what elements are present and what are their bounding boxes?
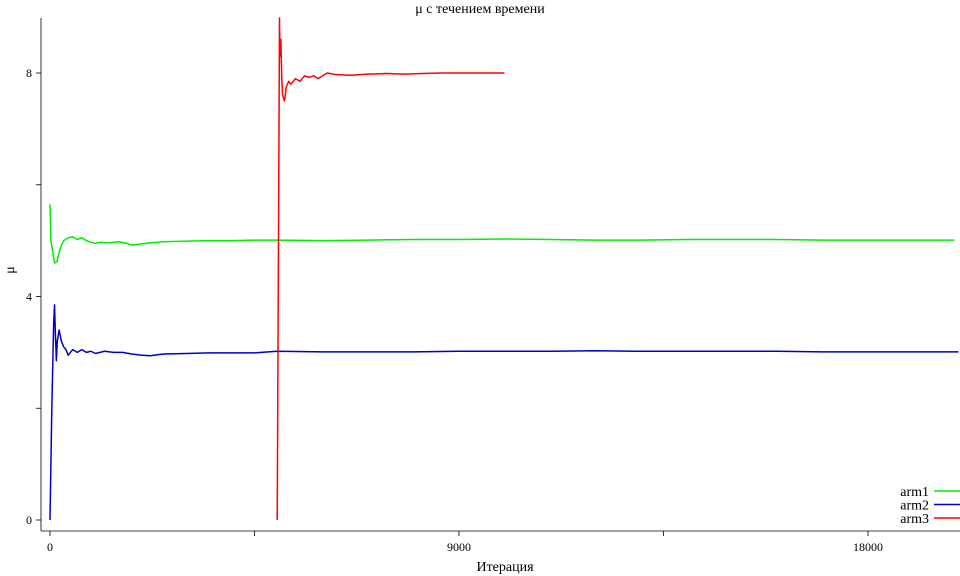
y-tick-label: 4 (26, 290, 32, 304)
legend-label-arm1: arm1 (900, 485, 929, 500)
x-tick-label: 18000 (853, 540, 883, 554)
x-axis-ticks: 0 9000 18000 (47, 531, 883, 554)
x-tick-label: 0 (47, 540, 53, 554)
legend-label-arm2: arm2 (900, 499, 929, 514)
series-line-arm3 (276, 17, 505, 521)
x-tick-label: 9000 (447, 540, 471, 554)
series-lines (49, 17, 959, 521)
series-line-arm2 (49, 304, 959, 521)
legend-label-arm3: arm3 (900, 512, 929, 527)
y-axis-ticks: 0 4 8 (26, 66, 41, 527)
y-axis-title: μ (3, 266, 18, 274)
y-tick-label: 8 (26, 66, 32, 80)
x-axis-title: Итерация (476, 560, 534, 575)
y-tick-label: 0 (26, 513, 32, 527)
series-line-arm1 (49, 204, 955, 264)
chart-title: μ с течением времени (415, 2, 545, 17)
